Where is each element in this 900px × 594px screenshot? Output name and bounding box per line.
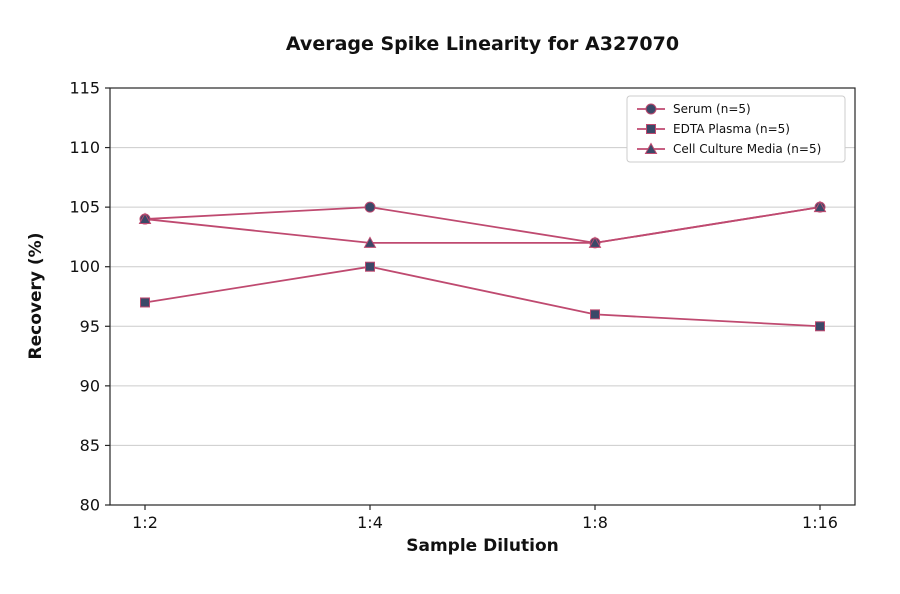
- triangle-marker: [363, 236, 377, 248]
- square-marker: [590, 309, 600, 320]
- y-tick-label: 115: [69, 79, 100, 98]
- x-tick-label: 1:8: [582, 513, 608, 532]
- square-marker: [365, 261, 375, 272]
- plot-border: [109, 87, 856, 506]
- y-tick-label: 95: [80, 317, 100, 336]
- triangle-marker: [813, 200, 827, 213]
- circle-marker: [364, 201, 376, 213]
- legend-triangle-marker: [644, 142, 658, 154]
- y-tick-label: 85: [80, 436, 100, 455]
- y-tick-label: 90: [80, 376, 100, 395]
- series-line-square: [144, 265, 821, 328]
- series-line-triangle: [144, 206, 821, 244]
- triangle-marker: [588, 236, 602, 248]
- chart-title: Average Spike Linearity for A327070: [285, 33, 680, 55]
- triangle-marker: [138, 212, 152, 225]
- series-line-circle: [144, 206, 821, 244]
- y-tick-label: 110: [69, 138, 100, 157]
- legend-square-marker: [646, 124, 656, 134]
- legend-box: [626, 95, 846, 163]
- legend-label: EDTA Plasma (n=5): [673, 122, 790, 136]
- square-marker: [140, 297, 150, 308]
- y-tick-label: 105: [69, 198, 100, 217]
- x-tick-label: 1:16: [802, 513, 838, 532]
- legend-label: Serum (n=5): [673, 102, 751, 116]
- legend-label: Cell Culture Media (n=5): [673, 142, 821, 156]
- legend-circle-marker: [645, 103, 657, 115]
- x-tick-label: 1:4: [357, 513, 383, 532]
- y-tick-label: 80: [80, 496, 100, 515]
- x-tick-label: 1:2: [132, 513, 158, 532]
- x-axis-label: Sample Dilution: [406, 536, 559, 556]
- y-tick-label: 100: [69, 257, 100, 276]
- square-marker: [815, 321, 825, 332]
